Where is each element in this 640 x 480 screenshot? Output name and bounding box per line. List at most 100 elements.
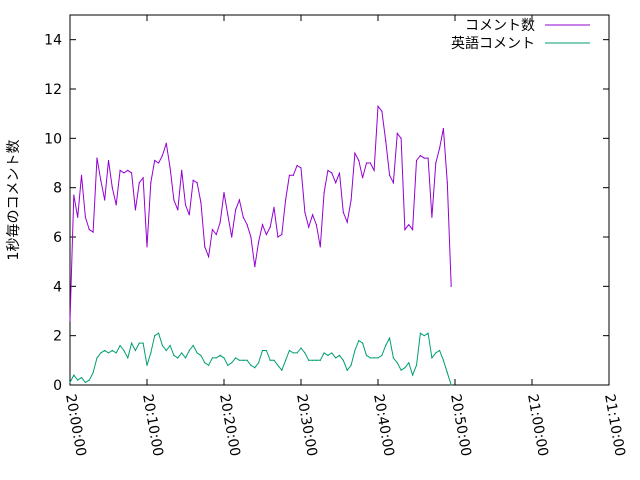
x-tick-label: 20:00:00: [62, 393, 89, 458]
data-point: [404, 229, 406, 231]
data-point: [204, 246, 206, 248]
data-point: [346, 221, 348, 223]
data-point: [215, 233, 217, 236]
data-point: [265, 349, 267, 352]
data-point: [184, 357, 187, 359]
x-tick-label: 20:40:00: [370, 393, 397, 458]
data-point: [157, 162, 160, 164]
data-point: [227, 214, 229, 216]
data-point: [427, 157, 429, 159]
data-point: [227, 364, 229, 366]
data-point: [269, 226, 271, 228]
data-point: [261, 224, 264, 226]
x-tick-label: 20:10:00: [139, 393, 166, 458]
data-point: [423, 335, 425, 337]
data-point: [80, 377, 83, 379]
data-point: [412, 374, 414, 376]
data-point: [134, 349, 137, 352]
data-point: [127, 357, 129, 359]
data-point: [439, 349, 441, 352]
data-point: [381, 110, 383, 112]
data-point: [246, 224, 248, 226]
data-point: [92, 372, 94, 374]
data-point: [404, 367, 406, 369]
data-point: [131, 342, 133, 344]
data-point: [204, 362, 206, 364]
data-point: [238, 199, 240, 201]
data-point: [73, 194, 75, 196]
data-point: [258, 241, 260, 243]
data-point: [315, 359, 317, 361]
y-tick-label: 6: [53, 230, 62, 246]
data-point: [319, 246, 321, 248]
data-point: [150, 352, 152, 354]
data-point: [373, 357, 375, 359]
data-point: [327, 354, 329, 356]
data-point: [250, 236, 252, 238]
data-point: [196, 352, 198, 354]
data-point: [88, 379, 90, 381]
data-point: [315, 224, 317, 226]
data-point: [427, 332, 429, 334]
data-point: [292, 174, 294, 176]
y-tick-label: 2: [53, 329, 62, 345]
data-point: [104, 199, 106, 201]
data-point: [431, 357, 433, 359]
data-point: [358, 340, 360, 342]
data-point: [381, 354, 383, 356]
data-point: [331, 172, 333, 174]
data-point: [88, 229, 90, 231]
data-point: [281, 369, 283, 371]
data-point: [338, 172, 341, 174]
data-point: [327, 169, 329, 171]
series-line-1: [69, 332, 452, 386]
data-point: [192, 344, 194, 347]
data-point: [119, 344, 121, 347]
data-point: [285, 359, 287, 361]
data-point: [173, 354, 175, 356]
data-point: [365, 354, 368, 356]
x-tick-label: 20:50:00: [447, 393, 474, 458]
data-point: [254, 367, 256, 369]
data-point: [231, 362, 233, 364]
y-tick-label: 0: [53, 378, 62, 394]
y-axis-label: 1秒毎のコメント数: [6, 140, 22, 261]
data-point: [154, 335, 156, 337]
data-point: [442, 127, 445, 130]
data-point: [165, 142, 167, 144]
data-point: [450, 285, 452, 287]
data-point: [123, 172, 125, 174]
data-point: [400, 369, 402, 371]
data-point: [234, 357, 237, 359]
data-point: [138, 182, 140, 184]
data-point: [304, 352, 306, 354]
data-point: [300, 347, 302, 349]
data-point: [238, 359, 240, 361]
data-point: [342, 359, 344, 361]
data-point: [242, 359, 244, 361]
data-point: [431, 216, 433, 218]
data-point: [119, 169, 121, 171]
data-point: [107, 352, 110, 354]
y-tick-label: 8: [53, 181, 62, 197]
data-point: [96, 157, 98, 159]
data-point: [396, 132, 398, 134]
data-point: [281, 233, 283, 236]
data-point: [358, 159, 360, 162]
series-line-0: [69, 104, 452, 321]
data-point: [435, 162, 437, 164]
data-point: [342, 211, 344, 213]
data-point: [288, 174, 291, 176]
data-point: [219, 221, 221, 223]
data-point: [304, 211, 306, 213]
data-point: [419, 332, 421, 334]
data-point: [408, 224, 410, 226]
data-point: [150, 182, 152, 184]
data-point: [319, 359, 321, 361]
data-point: [261, 349, 264, 352]
data-point: [184, 204, 187, 206]
data-point: [100, 179, 102, 181]
data-point: [200, 354, 202, 356]
data-point: [300, 167, 302, 169]
